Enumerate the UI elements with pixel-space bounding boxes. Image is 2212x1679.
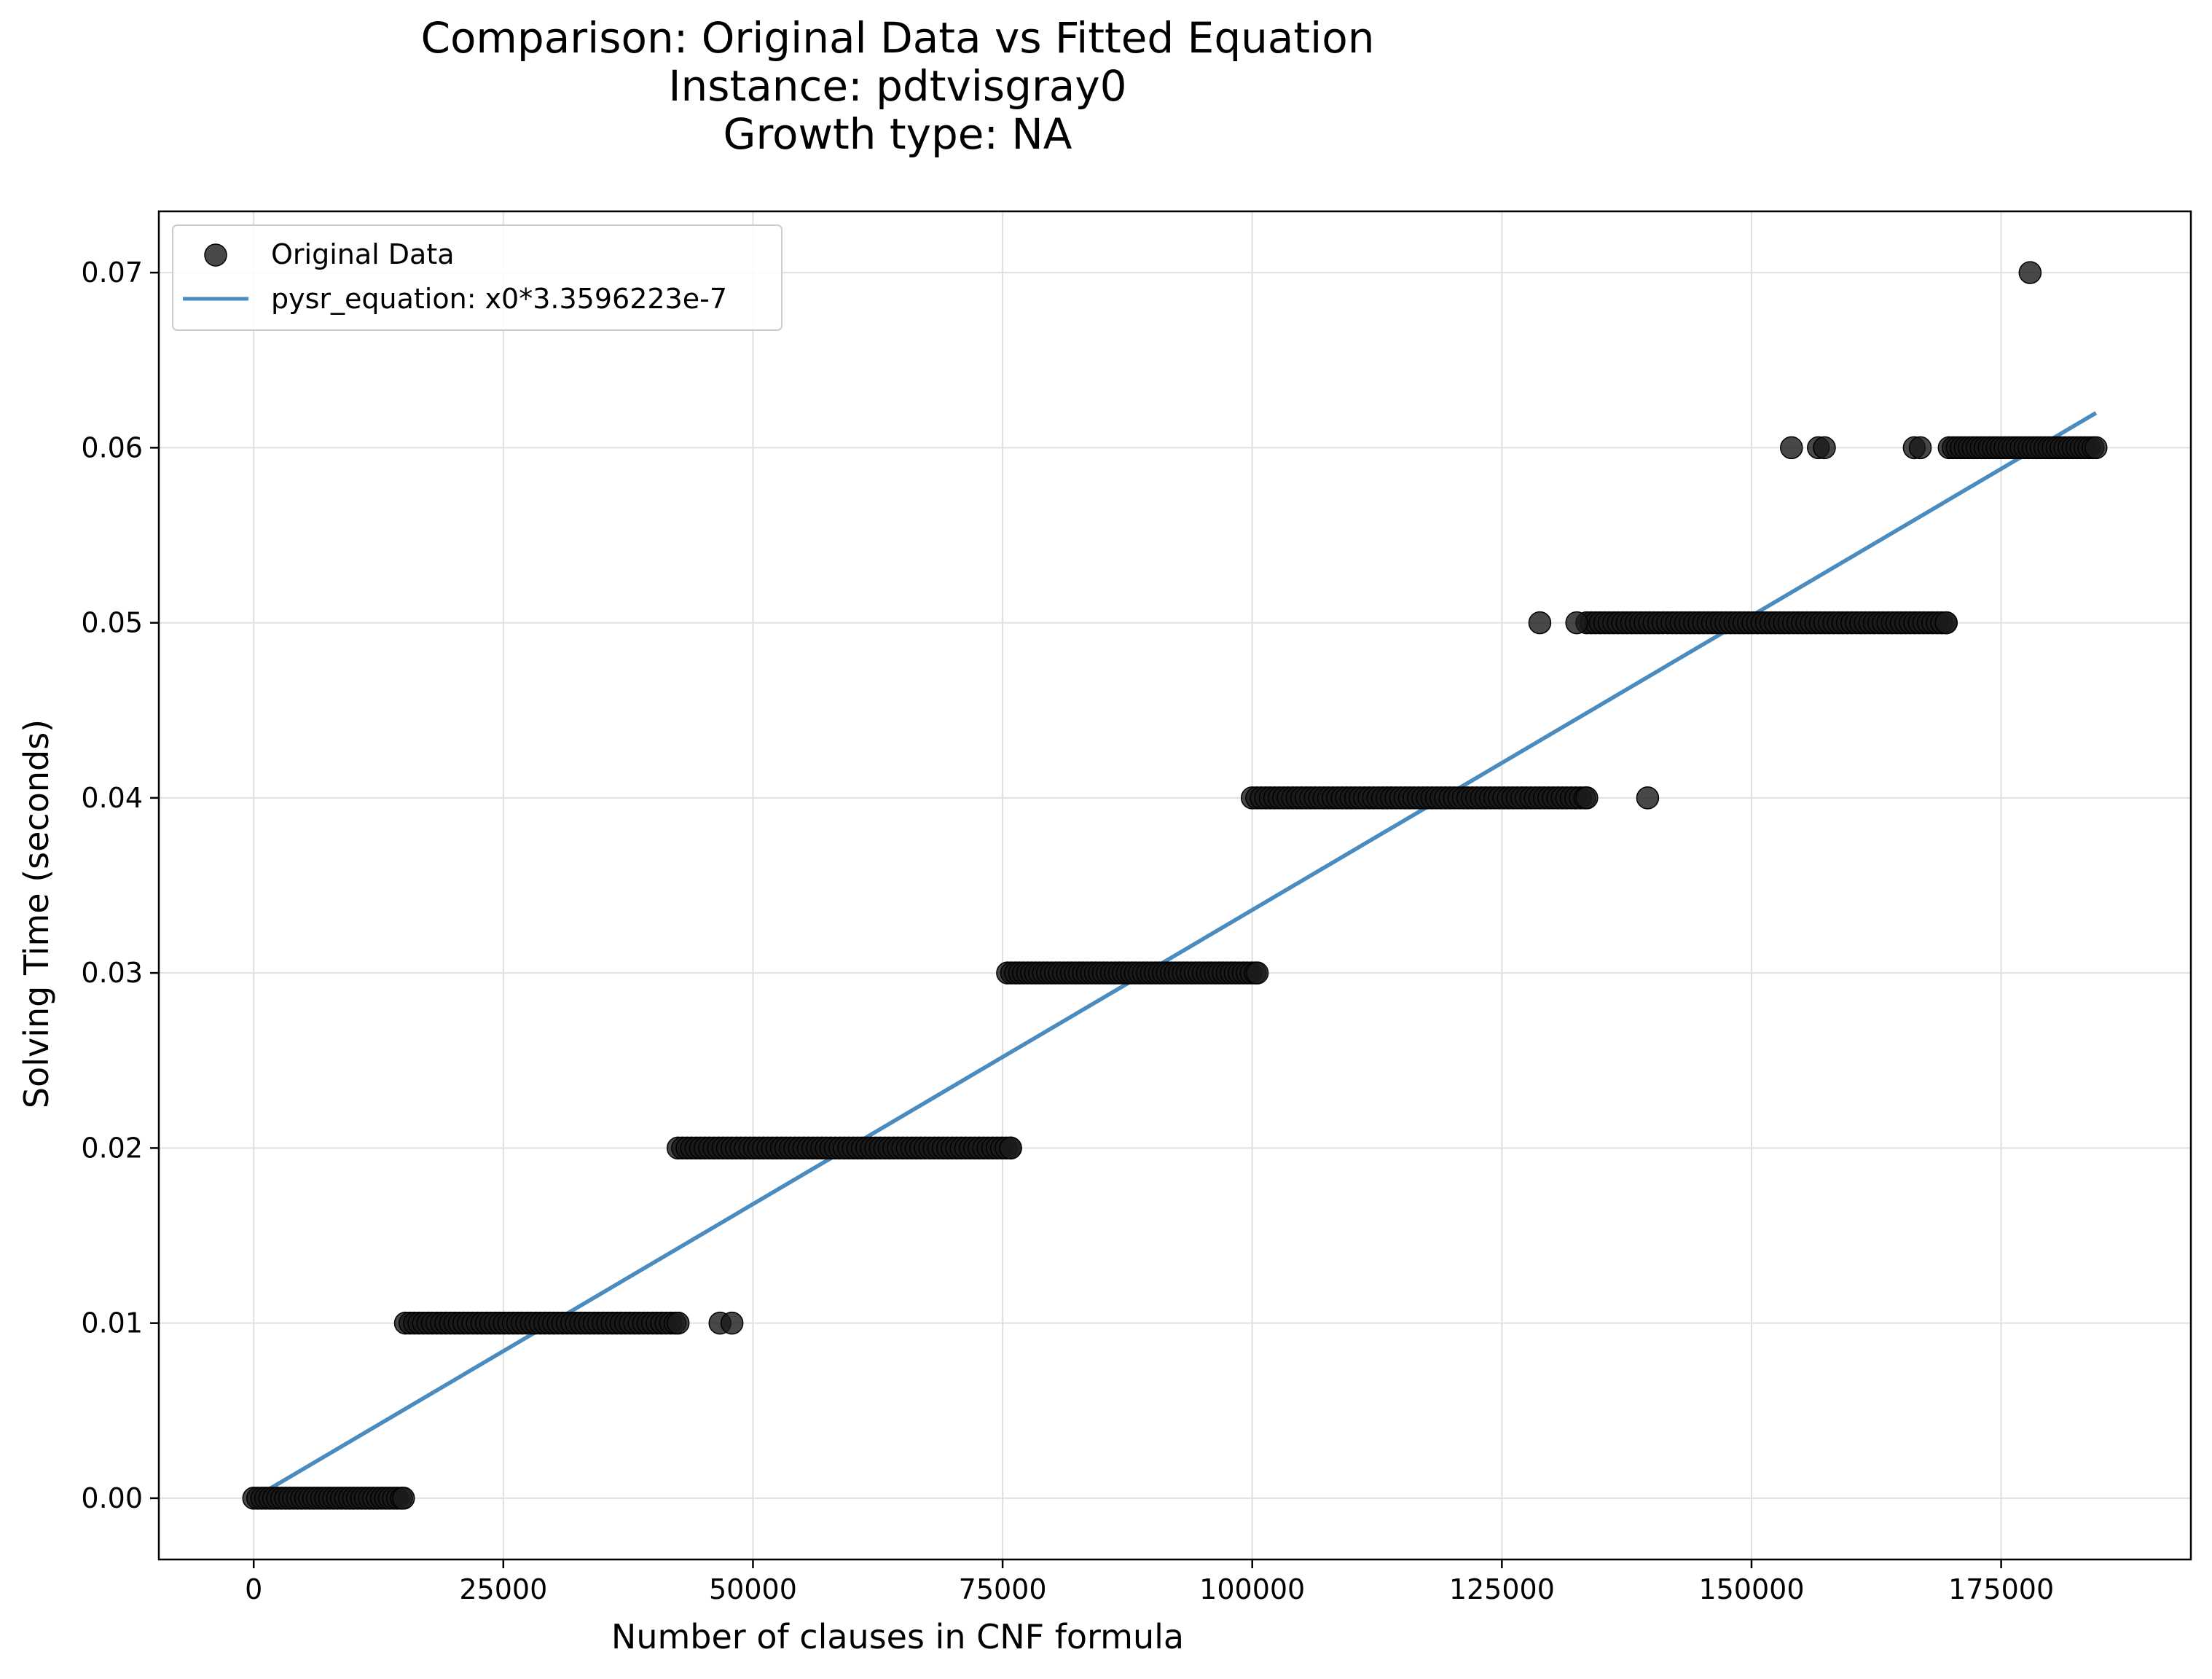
data-point bbox=[1934, 611, 1958, 635]
data-point bbox=[392, 1487, 415, 1510]
x-tick-label: 100000 bbox=[1199, 1573, 1305, 1605]
x-tick-label: 75000 bbox=[959, 1573, 1047, 1605]
y-tick-label: 0.04 bbox=[81, 782, 143, 814]
y-tick-label: 0.02 bbox=[81, 1132, 143, 1164]
y-tick-label: 0.07 bbox=[81, 257, 143, 289]
plot-frame bbox=[157, 210, 2192, 1561]
title-line-1: Comparison: Original Data vs Fitted Equa… bbox=[420, 13, 1374, 63]
data-point bbox=[1813, 436, 1836, 460]
data-point bbox=[1528, 611, 1552, 635]
legend-box bbox=[172, 224, 783, 331]
x-axis-label: Number of clauses in CNF formula bbox=[611, 1617, 1184, 1656]
y-tick-label: 0.06 bbox=[81, 431, 143, 463]
legend: Original Data pysr_equation: x0*3.359622… bbox=[172, 224, 783, 331]
x-tick-label: 150000 bbox=[1698, 1573, 1804, 1605]
data-point bbox=[2018, 261, 2042, 284]
data-point bbox=[1565, 611, 1588, 635]
legend-label-original-data: Original Data bbox=[271, 238, 455, 270]
grid bbox=[159, 211, 2191, 1559]
y-tick-label: 0.00 bbox=[81, 1482, 143, 1514]
title-line-2: Instance: pdtvisgray0 bbox=[668, 61, 1126, 111]
y-tick-label: 0.05 bbox=[81, 607, 143, 639]
data-point bbox=[1245, 961, 1269, 985]
data-point bbox=[666, 1311, 690, 1335]
data-point bbox=[999, 1136, 1022, 1160]
x-tick-label: 0 bbox=[245, 1573, 262, 1605]
data-point bbox=[1575, 786, 1599, 810]
y-axis-ticks: 0.00 0.01 0.02 0.03 0.04 0.05 0.06 0.07 bbox=[81, 257, 159, 1514]
legend-marker-icon bbox=[204, 243, 227, 267]
y-tick-label: 0.01 bbox=[81, 1307, 143, 1339]
y-tick-label: 0.03 bbox=[81, 957, 143, 989]
data-point bbox=[1636, 786, 1660, 810]
data-point bbox=[720, 1311, 744, 1335]
data-point bbox=[1908, 436, 1932, 460]
legend-label-fitted-equation: pysr_equation: x0*3.3596223e-7 bbox=[271, 283, 727, 315]
x-tick-label: 50000 bbox=[709, 1573, 797, 1605]
x-tick-label: 125000 bbox=[1449, 1573, 1555, 1605]
scatter-points bbox=[242, 261, 2108, 1510]
x-axis-ticks: 0 25000 50000 75000 100000 125000 150000 175000 bbox=[245, 1559, 2054, 1605]
data-point bbox=[1780, 436, 1803, 460]
x-tick-label: 25000 bbox=[459, 1573, 547, 1605]
chart-title: Comparison: Original Data vs Fitted Equa… bbox=[420, 13, 1374, 159]
data-point bbox=[2084, 436, 2108, 460]
title-line-3: Growth type: NA bbox=[723, 109, 1072, 159]
x-tick-label: 175000 bbox=[1948, 1573, 2054, 1605]
y-axis-label: Solving Time (seconds) bbox=[17, 719, 56, 1108]
